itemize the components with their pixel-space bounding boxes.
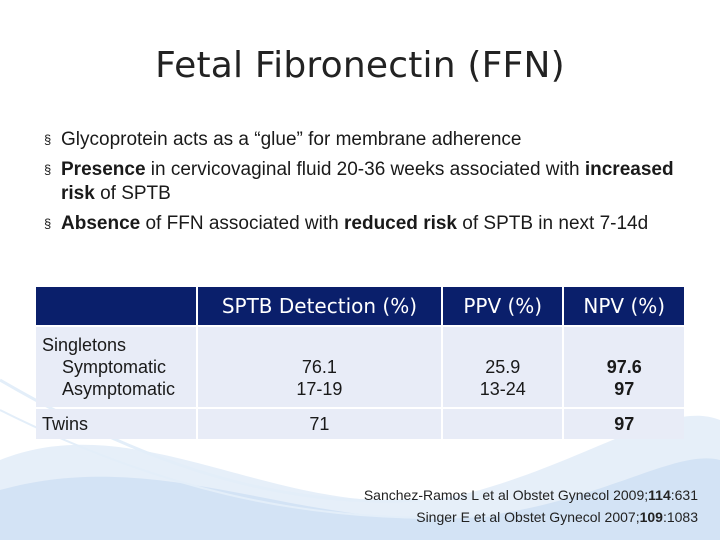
row-label: Singletons Symptomatic Asymptomatic	[36, 327, 196, 407]
table-cell: 97.6 97	[564, 327, 684, 407]
reference-pages: :1083	[662, 509, 698, 525]
table-cell: 25.9 13-24	[442, 327, 563, 407]
table-header: PPV (%)	[442, 287, 563, 325]
cell-value: 25.9	[485, 357, 521, 377]
cell-value: 76.1	[301, 357, 337, 377]
table-cell	[442, 409, 563, 439]
cell-value: 97.6	[606, 357, 642, 377]
cell-value: 13-24	[479, 379, 526, 399]
row-label-text: Symptomatic	[62, 357, 167, 377]
reference-volume: 109	[639, 509, 663, 525]
row-label: Twins	[36, 409, 196, 439]
references: Sanchez-Ramos L et al Obstet Gynecol 200…	[364, 484, 698, 528]
bullet-text: in cervicovaginal fluid 20-36 weeks asso…	[145, 159, 585, 180]
row-label-text: Singletons	[42, 335, 127, 355]
table-row: Twins 71 97	[36, 409, 684, 439]
table-cell: 76.1 17-19	[197, 327, 441, 407]
bullet-text: of SPTB in next 7-14d	[457, 213, 649, 234]
bullet-bold: increased risk	[61, 159, 674, 204]
cell-value: 17-19	[296, 379, 343, 399]
table-row: Singletons Symptomatic Asymptomatic 76.1…	[36, 327, 684, 407]
cell-value: 97	[614, 379, 635, 399]
bullet-text: of FFN associated with	[140, 213, 344, 234]
table-header: SPTB Detection (%)	[197, 287, 441, 325]
bullet-bold: Absence	[61, 213, 141, 234]
bullet-marker: §	[44, 132, 52, 147]
table-header	[36, 287, 196, 325]
reference-pages: :631	[670, 487, 698, 503]
reference-volume: 114	[648, 487, 671, 503]
bullet-marker: §	[44, 162, 52, 177]
bullet-text: Glycoprotein acts as a “glue” for membra…	[61, 129, 522, 150]
table-cell: 97	[564, 409, 684, 439]
ffn-table: SPTB Detection (%) PPV (%) NPV (%) Singl…	[34, 285, 686, 441]
reference-line: Sanchez-Ramos L et al Obstet Gynecol 200…	[364, 484, 698, 506]
reference-line: Singer E et al Obstet Gynecol 2007;109:1…	[364, 506, 698, 528]
table-header-row: SPTB Detection (%) PPV (%) NPV (%)	[36, 287, 684, 325]
bullet-bold: Presence	[61, 159, 146, 180]
bullet-item: § Presence in cervicovaginal fluid 20-36…	[44, 158, 684, 206]
bullet-list: § Glycoprotein acts as a “glue” for memb…	[44, 128, 684, 242]
slide-title: Fetal Fibronectin (FFN)	[155, 45, 565, 86]
reference-text: Singer E et al Obstet Gynecol 2007;	[416, 509, 640, 525]
table-header: NPV (%)	[564, 287, 684, 325]
bullet-item: § Glycoprotein acts as a “glue” for memb…	[44, 128, 684, 152]
bullet-text: of SPTB	[94, 183, 171, 204]
bullet-marker: §	[44, 216, 52, 231]
table-cell: 71	[197, 409, 441, 439]
bullet-bold: reduced risk	[344, 213, 457, 234]
row-label-text: Asymptomatic	[62, 379, 176, 399]
bullet-item: § Absence of FFN associated with reduced…	[44, 212, 684, 236]
reference-text: Sanchez-Ramos L et al Obstet Gynecol 200…	[363, 487, 649, 503]
